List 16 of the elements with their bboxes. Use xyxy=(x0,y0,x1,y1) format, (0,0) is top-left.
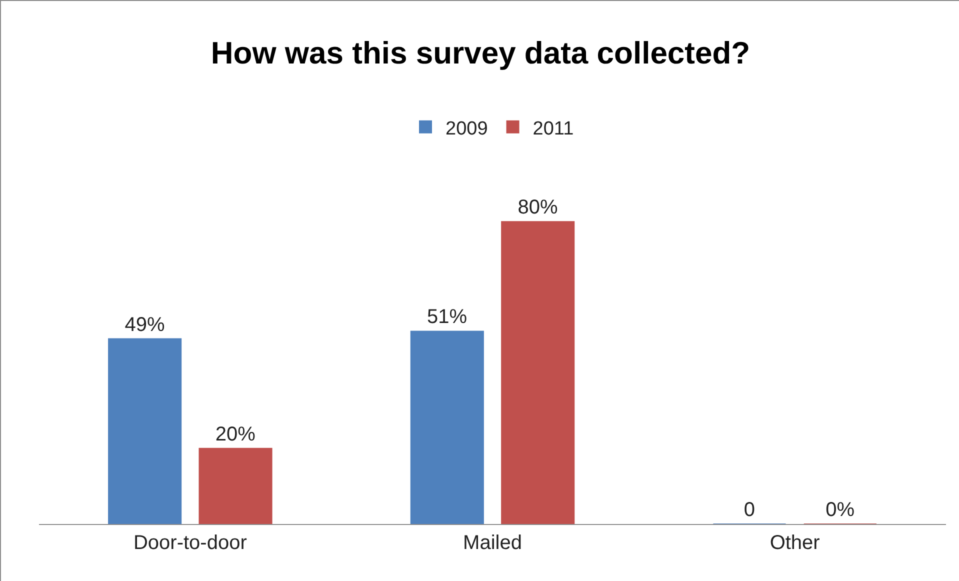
chart-title: How was this survey data collected? xyxy=(210,35,750,70)
x-tick-label: Mailed xyxy=(463,532,522,554)
data-label: 0 xyxy=(744,499,756,521)
bar xyxy=(108,338,182,524)
x-tick-label: Other xyxy=(770,532,820,554)
legend-label: 2011 xyxy=(532,118,574,140)
data-label: 0% xyxy=(826,499,855,521)
bar xyxy=(198,448,272,524)
data-label: 80% xyxy=(518,196,558,219)
x-tick-label: Door-to-door xyxy=(133,532,248,554)
bar xyxy=(501,221,575,524)
data-label: 51% xyxy=(427,306,468,328)
data-label: 20% xyxy=(215,423,256,446)
bar xyxy=(410,330,484,524)
legend-label: 2009 xyxy=(446,118,488,140)
data-label: 49% xyxy=(124,314,165,336)
